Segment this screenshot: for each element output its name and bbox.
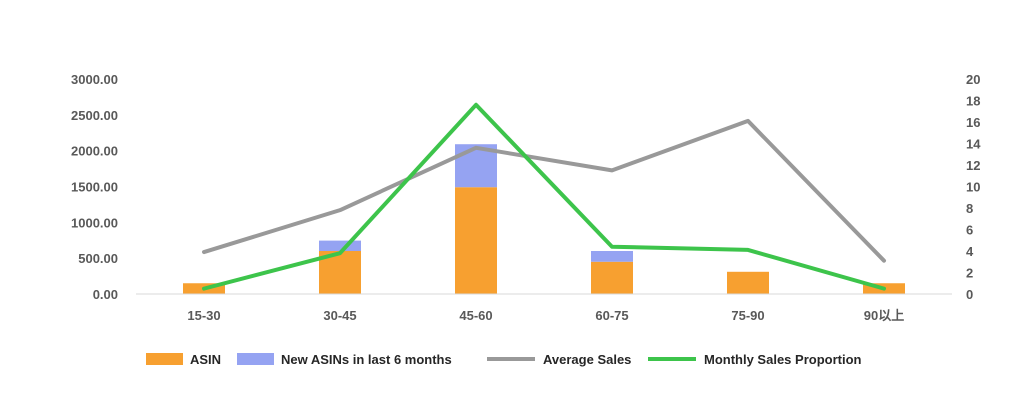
legend-asin-label: ASIN (190, 352, 221, 367)
right-axis-ticks: 0 2 4 6 8 10 12 14 16 18 20 (966, 72, 981, 302)
legend-average-sales: Average Sales (487, 352, 631, 367)
left-tick-label: 1500.00 (71, 180, 118, 195)
average-sales-line (202, 118, 886, 263)
legend: ASIN New ASINs in last 6 months Average Sa… (146, 352, 862, 367)
x-tick-label: 30-45 (323, 308, 356, 323)
legend-monthly-sales-proportion: Monthly Sales Proportion (648, 352, 862, 367)
right-tick-label: 0 (966, 287, 973, 302)
right-tick-label: 16 (966, 115, 980, 130)
right-tick-label: 12 (966, 158, 980, 173)
legend-average-sales-label: Average Sales (543, 352, 631, 367)
monthly-sales-proportion-line (202, 102, 886, 291)
right-tick-label: 20 (966, 72, 980, 87)
bar-asin-3 (591, 261, 633, 294)
x-tick-label: 90以上 (864, 308, 904, 323)
bars-layer (183, 144, 905, 294)
bar-new-asins-3 (591, 251, 633, 262)
right-tick-label: 4 (966, 244, 974, 259)
left-tick-label: 3000.00 (71, 72, 118, 87)
left-tick-label: 1000.00 (71, 215, 118, 230)
left-tick-label: 0.00 (93, 287, 118, 302)
legend-monthly-sales-proportion-label: Monthly Sales Proportion (704, 352, 862, 367)
x-axis-ticks: 15-30 30-45 45-60 60-75 75-90 90以上 (187, 308, 904, 323)
bar-asin-4 (727, 271, 769, 294)
bar-new-asins-1 (319, 240, 361, 251)
legend-new-asins-swatch (237, 353, 274, 365)
legend-new-asins: New ASINs in last 6 months (237, 352, 452, 367)
x-tick-label: 45-60 (459, 308, 492, 323)
right-tick-label: 10 (966, 180, 980, 195)
bar-asin-2 (455, 187, 497, 294)
lines-layer (202, 102, 886, 291)
x-tick-label: 60-75 (595, 308, 628, 323)
right-tick-label: 18 (966, 94, 980, 109)
right-tick-label: 8 (966, 201, 973, 216)
legend-asin-swatch (146, 353, 183, 365)
left-tick-label: 2500.00 (71, 108, 118, 123)
left-tick-label: 2000.00 (71, 144, 118, 159)
x-tick-label: 75-90 (731, 308, 764, 323)
left-tick-label: 500.00 (78, 251, 118, 266)
right-tick-label: 2 (966, 266, 973, 281)
legend-asin: ASIN (146, 352, 221, 367)
right-tick-label: 14 (966, 137, 981, 152)
x-tick-label: 15-30 (187, 308, 220, 323)
left-axis-ticks: 0.00 500.00 1000.00 1500.00 2000.00 2500.00 30… (71, 72, 118, 302)
right-tick-label: 6 (966, 223, 973, 238)
legend-new-asins-label: New ASINs in last 6 months (281, 352, 452, 367)
